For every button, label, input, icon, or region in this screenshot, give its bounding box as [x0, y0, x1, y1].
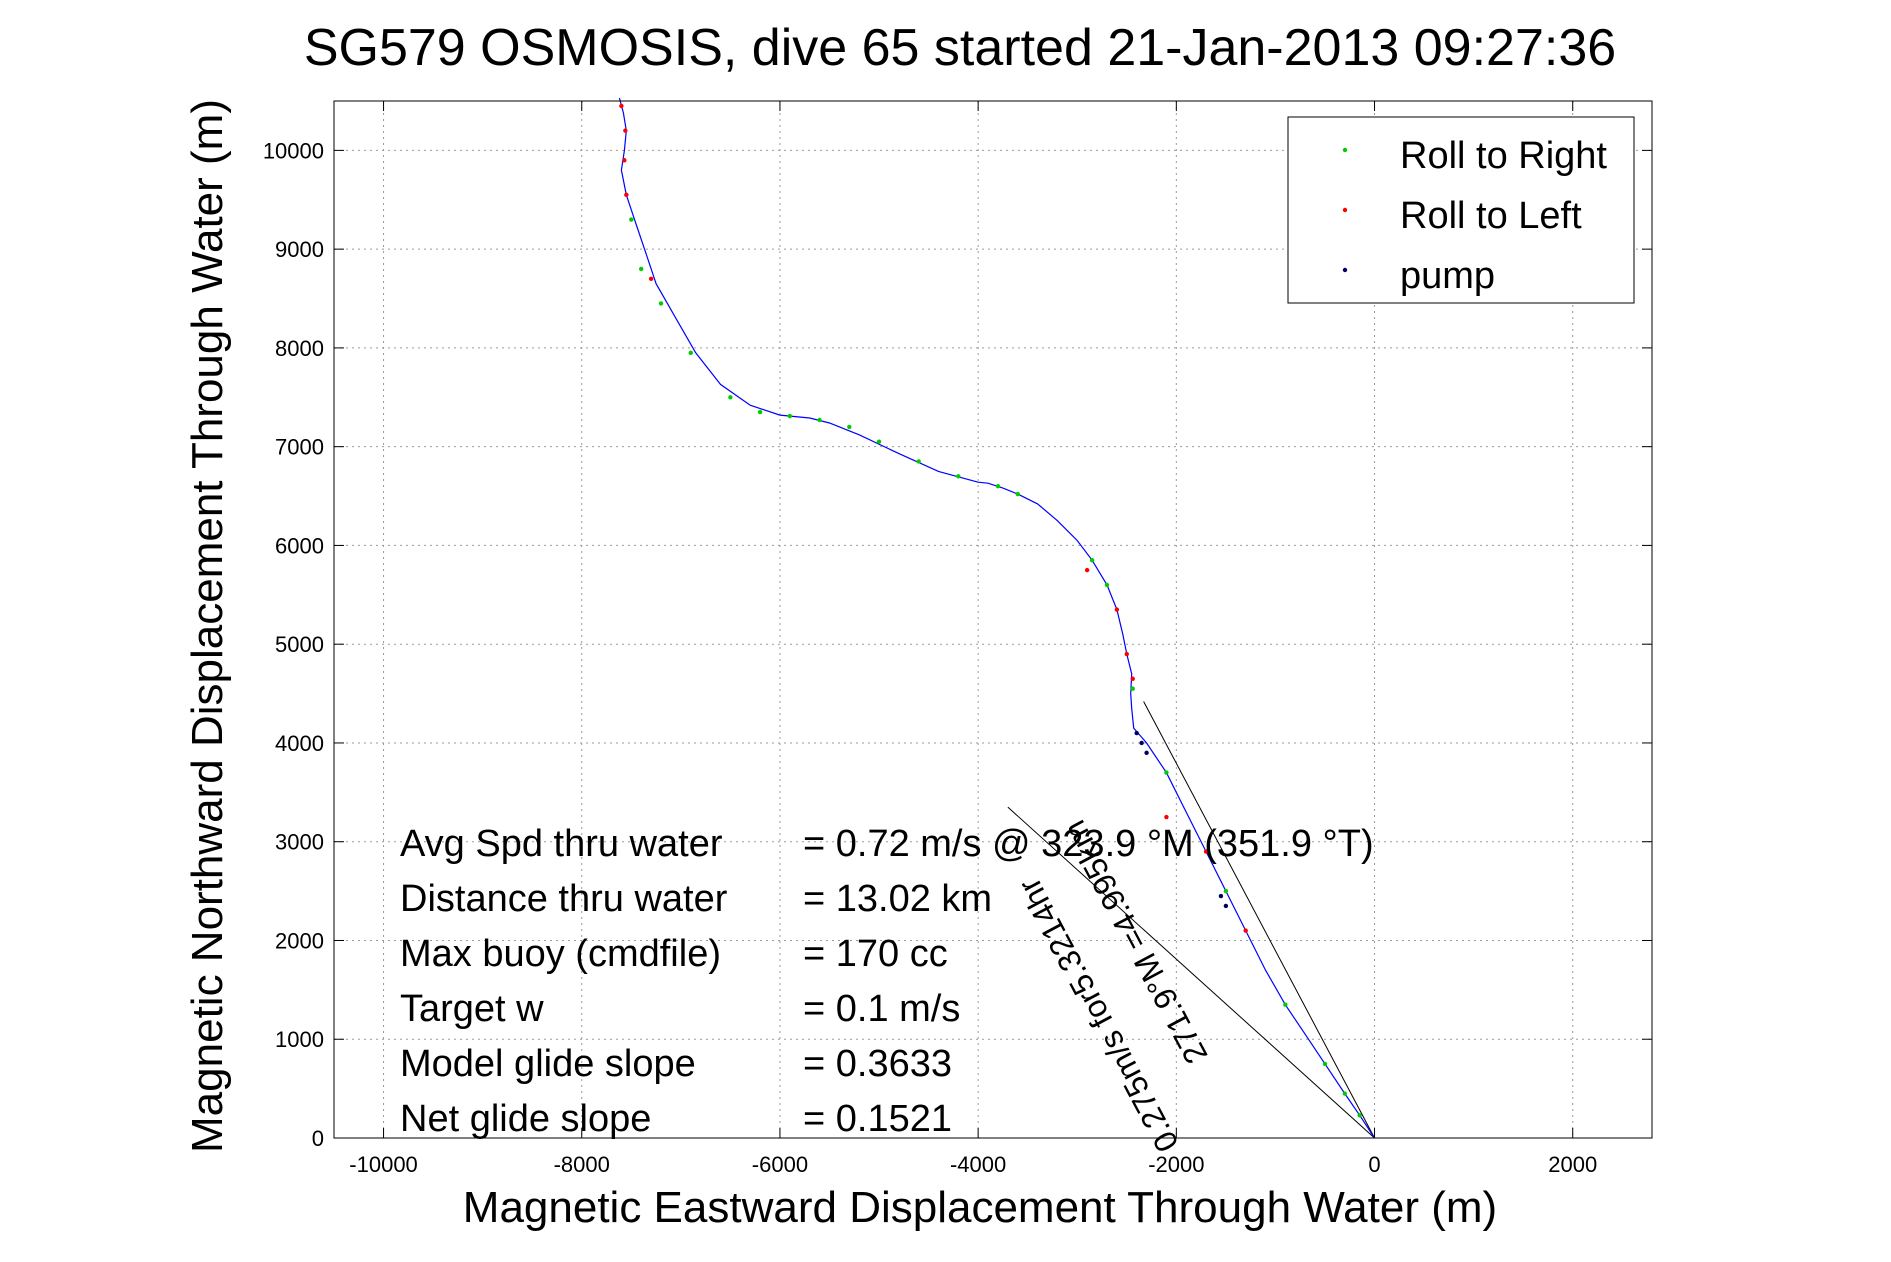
- y-tick-label: 5000: [275, 632, 324, 657]
- roll-left-marker: [1203, 849, 1209, 854]
- roll-left-marker: [1124, 651, 1129, 657]
- pump-marker: [1134, 730, 1139, 736]
- roll-left-marker: [1084, 567, 1090, 573]
- roll-right-marker: [639, 266, 644, 272]
- roll-right-marker: [995, 483, 1001, 489]
- pump-marker: [1144, 750, 1149, 756]
- roll-right-marker: [876, 439, 882, 444]
- roll-right-marker: [688, 350, 693, 356]
- roll-right-marker: [1322, 1061, 1328, 1067]
- stats-annotation: Avg Spd thru water = 0.72 m/s @ 323.9 °M …: [400, 823, 1374, 1140]
- legend-label: pump: [1400, 255, 1495, 297]
- y-tick-label: 2000: [275, 928, 324, 953]
- y-tick-label: 9000: [275, 237, 324, 262]
- stat-name: Target w: [400, 988, 544, 1030]
- x-tick-label: -8000: [554, 1152, 610, 1177]
- y-tick-label: 0: [312, 1126, 324, 1151]
- stat-name: Avg Spd thru water: [400, 823, 723, 865]
- track-series-line: [618, 97, 1376, 1139]
- roll-right-marker: [1089, 558, 1095, 563]
- roll-right-marker: [1342, 1091, 1347, 1096]
- plot-frame: [333, 100, 1653, 1139]
- stat-name: Max buoy (cmdfile): [400, 933, 721, 975]
- y-tick-label: 1000: [275, 1027, 324, 1052]
- roll-left-marker: [619, 103, 624, 109]
- legend-marker: [1342, 147, 1348, 153]
- roll-left-marker: [648, 276, 654, 281]
- y-tick-label: 6000: [275, 533, 324, 558]
- x-axis-label: Magnetic Eastward Displacement Through W…: [463, 1183, 1497, 1232]
- roll-right-marker: [1357, 1113, 1362, 1118]
- roll-right-marker: [1223, 888, 1229, 894]
- roll-right-marker: [956, 474, 961, 479]
- legend-label: Roll to Left: [1400, 195, 1582, 237]
- roll-right-marker: [1283, 1002, 1288, 1007]
- stat-value: = 170 cc: [803, 933, 948, 975]
- roll-markers: [619, 103, 1362, 1118]
- y-tick-label: 7000: [275, 435, 324, 460]
- roll-left-marker: [624, 192, 629, 198]
- plot-border: [333, 100, 1653, 1139]
- x-tick-label: -10000: [349, 1152, 418, 1177]
- roll-right-marker: [1130, 686, 1135, 691]
- stat-name: Net glide slope: [400, 1098, 651, 1140]
- pump-marker: [1223, 903, 1229, 909]
- roll-left-marker: [623, 128, 628, 133]
- y-axis-label: Magnetic Northward Displacement Through …: [183, 99, 232, 1153]
- stat-name: Model glide slope: [400, 1043, 696, 1085]
- roll-right-marker: [629, 217, 634, 222]
- pump-marker: [1218, 893, 1224, 899]
- roll-left-marker: [1130, 676, 1135, 681]
- roll-right-marker: [1015, 491, 1020, 497]
- chart-title: SG579 OSMOSIS, dive 65 started 21-Jan-20…: [304, 19, 1616, 77]
- heading-line: [1143, 701, 1375, 1139]
- y-tick-label: 3000: [275, 830, 324, 855]
- roll-right-marker: [916, 459, 921, 464]
- stat-value: = 0.1521: [803, 1098, 952, 1140]
- roll-right-marker: [658, 301, 664, 306]
- roll-left-marker: [1164, 814, 1169, 820]
- y-tick-label: 10000: [263, 138, 324, 163]
- roll-left-marker: [1243, 928, 1248, 933]
- legend-marker: [1342, 207, 1348, 213]
- x-tick-label: -4000: [950, 1152, 1006, 1177]
- heading-lines: [1007, 701, 1375, 1139]
- stat-value: = 0.3633: [803, 1043, 952, 1085]
- legend: Roll to Right Roll to Left pump: [1287, 116, 1635, 304]
- stat-value: = 0.1 m/s: [803, 988, 960, 1030]
- stat-value: = 0.72 m/s @ 323.9 °M (351.9 °T): [803, 823, 1374, 865]
- x-tick-label: -2000: [1148, 1152, 1204, 1177]
- roll-right-marker: [1104, 582, 1110, 588]
- y-tick-label: 8000: [275, 336, 324, 361]
- pump-marker: [1139, 740, 1144, 746]
- x-tick-label: 0: [1368, 1152, 1380, 1177]
- legend-marker: [1342, 267, 1348, 273]
- stat-value: = 13.02 km: [803, 878, 992, 920]
- roll-right-marker: [787, 413, 793, 419]
- stat-name: Distance thru water: [400, 878, 728, 920]
- roll-right-marker: [1164, 770, 1169, 775]
- roll-left-marker: [622, 158, 627, 163]
- roll-right-marker: [757, 409, 763, 415]
- roll-right-marker: [728, 395, 733, 400]
- x-tick-label: -6000: [752, 1152, 808, 1177]
- roll-right-marker: [817, 417, 822, 423]
- roll-left-marker: [1114, 607, 1120, 612]
- x-tick-label: 2000: [1548, 1152, 1597, 1177]
- x-axis-ticks: -10000 -8000 -6000 -4000 -2000 0 2000: [349, 101, 1597, 1177]
- y-axis-ticks: 0 1000 2000 3000 4000 5000 6000 7000 8000 9000 100…: [263, 138, 1652, 1151]
- y-tick-label: 4000: [275, 731, 324, 756]
- legend-label: Roll to Right: [1400, 135, 1607, 177]
- heading-line: [1007, 806, 1375, 1139]
- track-line: [618, 97, 1376, 1139]
- roll-right-marker: [847, 424, 852, 430]
